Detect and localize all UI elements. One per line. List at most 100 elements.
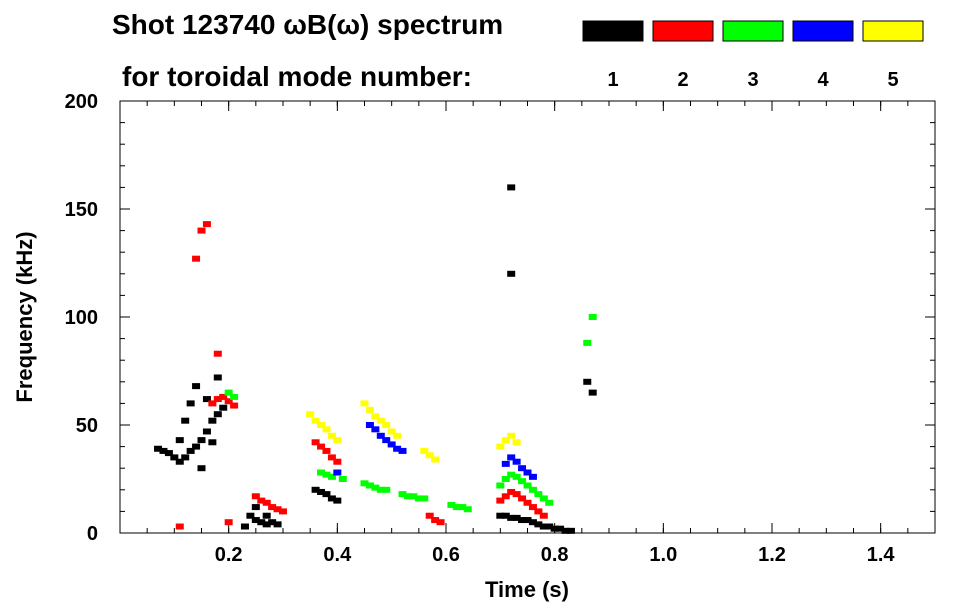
data-point-mode-3 — [452, 504, 461, 511]
data-point-mode-3 — [327, 473, 336, 480]
data-point-mode-5 — [393, 432, 402, 439]
data-point-mode-3 — [463, 506, 472, 513]
data-point-mode-1 — [528, 519, 537, 526]
y-tick-label: 200 — [65, 91, 98, 113]
data-point-mode-3 — [534, 491, 543, 498]
data-point-mode-1 — [512, 514, 521, 521]
data-point-mode-1 — [583, 378, 592, 385]
x-tick-labels: 0.2 0.4 0.6 0.8 1.0 1.2 1.4 — [215, 544, 896, 566]
data-point-mode-3 — [447, 501, 456, 508]
legend-caption: for toroidal mode number: — [122, 61, 472, 92]
data-point-mode-1 — [534, 521, 543, 528]
data-point-mode-1 — [566, 527, 575, 534]
data-point-mode-2 — [262, 499, 271, 506]
data-point-mode-1 — [539, 523, 548, 530]
data-point-mode-2 — [436, 519, 445, 526]
data-point-mode-2 — [219, 393, 228, 400]
x-axis-label: Time (s) — [485, 577, 569, 602]
x-tick-label: 0.8 — [541, 544, 569, 566]
data-point-mode-5 — [420, 447, 429, 454]
data-point-mode-3 — [371, 484, 380, 491]
y-axis-label: Frequency (kHz) — [12, 231, 37, 402]
data-point-mode-2 — [311, 439, 320, 446]
data-point-mode-1 — [507, 270, 516, 277]
data-point-mode-3 — [507, 471, 516, 478]
data-point-mode-3 — [382, 486, 391, 493]
data-point-mode-3 — [583, 339, 592, 346]
data-point-mode-1 — [251, 517, 260, 524]
data-point-mode-1 — [154, 445, 163, 452]
data-point-mode-1 — [273, 521, 282, 528]
data-point-mode-4 — [371, 426, 380, 433]
data-point-mode-1 — [507, 184, 516, 191]
data-point-mode-1 — [561, 527, 570, 534]
data-point-mode-3 — [409, 493, 418, 500]
data-point-mode-1 — [251, 504, 260, 511]
data-point-mode-1 — [208, 439, 217, 446]
data-point-mode-3 — [518, 478, 527, 485]
data-point-mode-3 — [230, 393, 239, 400]
y-tick-label: 100 — [65, 307, 98, 329]
data-point-mode-3 — [458, 504, 467, 511]
data-point-mode-5 — [507, 432, 516, 439]
data-point-mode-1 — [333, 497, 342, 504]
data-point-mode-2 — [534, 508, 543, 515]
data-point-mode-3 — [376, 486, 385, 493]
data-point-mode-1 — [322, 491, 331, 498]
data-point-mode-2 — [523, 499, 532, 506]
data-point-mode-5 — [317, 422, 326, 428]
data-point-mode-3 — [545, 499, 554, 506]
data-point-mode-1 — [197, 437, 206, 444]
data-point-mode-1 — [268, 519, 277, 526]
data-point-mode-2 — [512, 491, 521, 498]
data-point-mode-1 — [159, 447, 168, 454]
data-point-mode-1 — [507, 514, 516, 521]
data-point-mode-3 — [420, 495, 429, 502]
data-point-mode-3 — [398, 491, 407, 498]
x-tick-label: 0.2 — [215, 544, 243, 566]
legend-label-mode-5: 5 — [887, 69, 898, 91]
data-point-mode-1 — [327, 495, 336, 502]
plot-frame — [119, 100, 936, 534]
x-tick-label: 1.2 — [758, 544, 786, 566]
data-point-mode-2 — [279, 508, 287, 515]
data-point-mode-2 — [317, 443, 326, 450]
x-tick-label: 1.0 — [649, 544, 677, 566]
data-point-mode-2 — [197, 227, 206, 234]
data-point-mode-1 — [202, 428, 211, 435]
data-point-mode-3 — [588, 314, 597, 320]
data-point-mode-2 — [208, 400, 217, 407]
data-point-mode-3 — [322, 471, 331, 478]
data-point-mode-5 — [496, 443, 505, 450]
data-point-mode-1 — [175, 458, 184, 465]
data-point-mode-2 — [425, 512, 434, 519]
legend-swatch-mode-2 — [652, 20, 714, 42]
data-point-mode-2 — [202, 221, 211, 228]
data-point-mode-3 — [528, 486, 537, 493]
data-point-mode-2 — [230, 402, 239, 409]
data-point-mode-5 — [501, 437, 510, 444]
data-point-mode-3 — [360, 480, 369, 487]
data-point-mode-3 — [365, 482, 374, 489]
data-point-mode-1 — [192, 383, 201, 390]
data-point-mode-1 — [164, 450, 173, 457]
data-point-mode-4 — [512, 458, 521, 465]
data-point-mode-1 — [213, 374, 222, 381]
data-point-mode-1 — [545, 523, 554, 530]
data-point-mode-5 — [376, 417, 385, 424]
data-point-mode-2 — [257, 497, 266, 504]
data-point-mode-5 — [512, 439, 521, 446]
data-point-mode-1 — [192, 443, 201, 450]
data-point-mode-2 — [213, 396, 222, 403]
data-point-mode-4 — [376, 432, 385, 439]
data-point-mode-4 — [507, 454, 516, 461]
data-point-mode-1 — [186, 400, 195, 407]
data-point-mode-1 — [186, 447, 195, 454]
legend-swatch-mode-5 — [862, 20, 924, 42]
y-tick-label: 150 — [65, 199, 98, 221]
data-point-mode-4 — [382, 437, 391, 444]
data-point-mode-5 — [306, 411, 315, 418]
data-point-mode-2 — [192, 255, 201, 262]
legend-swatch-mode-4 — [792, 20, 854, 42]
data-point-mode-1 — [175, 437, 184, 444]
